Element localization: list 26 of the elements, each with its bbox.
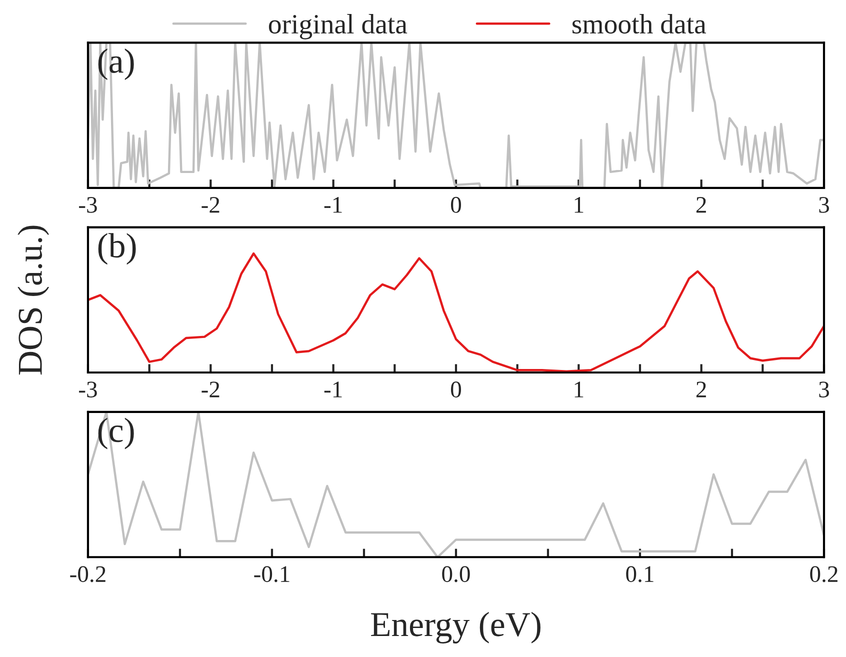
x-tick-label: -2 xyxy=(202,196,220,213)
x-tick-label: 0.2 xyxy=(810,566,838,582)
x-tick-label: -3 xyxy=(79,382,97,398)
x-tick-label: -1 xyxy=(324,197,342,213)
annotation: (b) xyxy=(98,233,136,265)
legend-label: original data xyxy=(268,14,408,40)
x-axis-title: Energy (eV) xyxy=(371,612,540,644)
x-tick-label: 2 xyxy=(696,196,706,213)
x-tick-label: -0.1 xyxy=(254,566,290,582)
x-tick-label: 0.1 xyxy=(626,566,654,582)
annotation: (a) xyxy=(98,48,134,80)
x-tick-label: 0.0 xyxy=(442,566,470,582)
x-tick-label: 2 xyxy=(696,382,706,398)
x-tick-label: 0 xyxy=(450,382,461,398)
x-tick-label: 3 xyxy=(819,196,829,213)
x-tick-label: -1 xyxy=(324,382,342,398)
x-tick-label: 0 xyxy=(450,196,461,213)
y-axis-title: DOS (a.u.) xyxy=(18,226,50,375)
x-tick-label: -0.2 xyxy=(70,566,106,582)
annotation: (c) xyxy=(98,418,134,450)
x-tick-label: -3 xyxy=(79,196,97,213)
x-tick-label: 1 xyxy=(574,382,584,398)
x-tick-label: -2 xyxy=(202,382,220,398)
legend-label: smooth data xyxy=(572,14,706,34)
x-tick-label: 3 xyxy=(819,382,829,398)
x-tick-label: 1 xyxy=(574,197,584,213)
